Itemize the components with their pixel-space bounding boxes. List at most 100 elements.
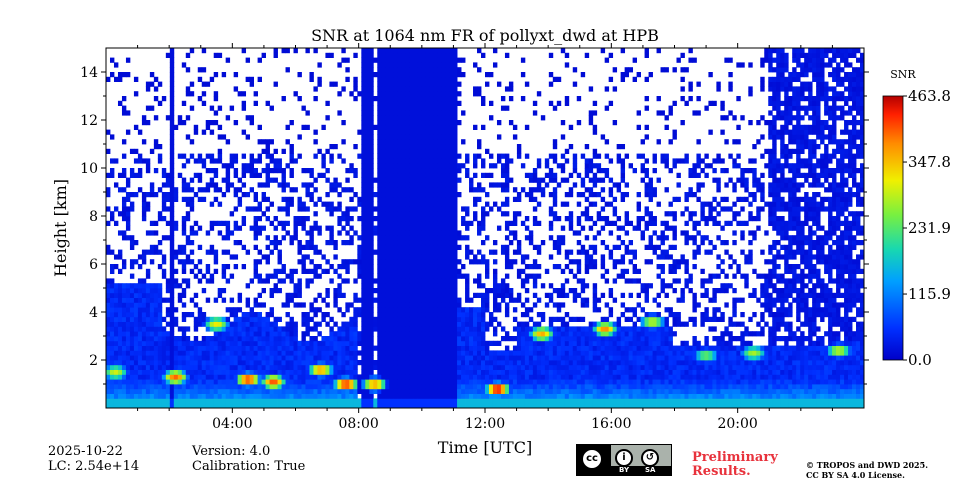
heatmap-cell xyxy=(221,398,227,404)
heatmap-cell xyxy=(109,316,115,322)
heatmap-cell xyxy=(500,283,506,289)
heatmap-cell xyxy=(277,168,282,174)
heatmap-cell xyxy=(504,393,510,399)
heatmap-cell xyxy=(445,393,450,399)
heatmap-cell xyxy=(512,187,518,193)
heatmap-cell xyxy=(113,398,119,404)
heatmap-cell xyxy=(309,240,314,246)
heatmap-cell xyxy=(516,196,522,202)
heatmap-cell xyxy=(481,345,486,351)
heatmap-cell xyxy=(381,369,386,375)
heatmap-cell xyxy=(141,158,147,164)
heatmap-cell xyxy=(516,148,522,154)
heatmap-cell xyxy=(461,206,466,212)
heatmap-cell xyxy=(437,278,442,284)
heatmap-cell xyxy=(556,388,562,394)
heatmap-cell xyxy=(516,393,522,399)
heatmap-cell xyxy=(552,192,558,198)
heatmap-cell xyxy=(532,206,538,212)
heatmap-cell xyxy=(181,288,187,294)
heatmap-cell xyxy=(381,398,386,404)
heatmap-cell xyxy=(133,158,139,164)
heatmap-cell xyxy=(113,369,119,375)
heatmap-cell xyxy=(361,321,366,327)
heatmap-cell xyxy=(365,374,370,380)
heatmap-cell xyxy=(369,268,374,274)
heatmap-cell xyxy=(413,345,418,351)
heatmap-cell xyxy=(129,148,135,154)
heatmap-cell xyxy=(189,393,195,399)
heatmap-cell xyxy=(121,336,127,342)
heatmap-cell xyxy=(185,211,191,217)
heatmap-cell xyxy=(441,259,446,265)
heatmap-cell xyxy=(365,163,370,169)
heatmap-cell xyxy=(193,360,199,366)
heatmap-cell xyxy=(469,384,474,390)
heatmap-cell xyxy=(157,388,163,394)
heatmap-cell xyxy=(309,364,314,370)
heatmap-cell xyxy=(141,249,147,255)
heatmap-cell xyxy=(453,364,458,370)
heatmap-cell xyxy=(169,379,175,385)
heatmap-cell xyxy=(373,398,378,404)
heatmap-cell xyxy=(401,398,406,404)
heatmap-cell xyxy=(273,268,278,274)
heatmap-cell xyxy=(173,220,179,226)
heatmap-cell xyxy=(361,153,366,159)
heatmap-cell xyxy=(341,374,346,380)
heatmap-cell xyxy=(425,187,430,193)
heatmap-cell xyxy=(437,244,442,250)
heatmap-cell xyxy=(257,355,262,361)
heatmap-cell xyxy=(532,393,538,399)
heatmap-cell xyxy=(473,86,478,92)
heatmap-cell xyxy=(516,211,522,217)
heatmap-cell xyxy=(313,273,318,279)
heatmap-cell xyxy=(329,264,334,270)
heatmap-cell xyxy=(121,369,127,375)
heatmap-cell xyxy=(457,230,462,236)
heatmap-cell xyxy=(145,393,151,399)
heatmap-cell xyxy=(137,168,143,174)
heatmap-cell xyxy=(449,240,454,246)
heatmap-cell xyxy=(197,393,203,399)
heatmap-cell xyxy=(201,288,207,294)
heatmap-cell xyxy=(169,283,175,289)
heatmap-cell xyxy=(201,364,207,370)
heatmap-cell xyxy=(473,91,478,97)
heatmap-cell xyxy=(329,364,334,370)
heatmap-cell xyxy=(125,393,131,399)
heatmap-cell xyxy=(425,393,430,399)
heatmap-cell xyxy=(552,350,558,356)
heatmap-cell xyxy=(221,369,227,375)
heatmap-cell xyxy=(349,235,354,241)
heatmap-cell xyxy=(421,206,426,212)
heatmap-cell xyxy=(125,312,131,318)
heatmap-cell xyxy=(109,355,115,361)
heatmap-cell xyxy=(333,398,338,404)
heatmap-cell xyxy=(568,268,574,274)
heatmap-cell xyxy=(197,67,203,73)
heatmap-cell xyxy=(421,249,426,255)
heatmap-cell xyxy=(321,340,326,346)
heatmap-cell xyxy=(133,288,139,294)
heatmap-cell xyxy=(265,244,270,250)
heatmap-cell xyxy=(441,187,446,193)
heatmap-cell xyxy=(449,403,454,408)
heatmap-cell xyxy=(540,355,546,361)
heatmap-cell xyxy=(317,249,322,255)
heatmap-cell xyxy=(496,350,502,356)
heatmap-cell xyxy=(369,196,374,202)
heatmap-cell xyxy=(261,288,266,294)
heatmap-cell xyxy=(161,196,167,202)
heatmap-cell xyxy=(117,307,123,313)
heatmap-cell xyxy=(385,168,390,174)
heatmap-cell xyxy=(492,369,498,375)
heatmap-cell xyxy=(397,196,402,202)
heatmap-cell xyxy=(153,76,159,82)
heatmap-cell xyxy=(169,81,175,87)
heatmap-cell xyxy=(433,398,438,404)
heatmap-cell xyxy=(405,297,410,303)
heatmap-cell xyxy=(265,216,270,222)
heatmap-cell xyxy=(213,393,219,399)
heatmap-cell xyxy=(437,369,442,375)
